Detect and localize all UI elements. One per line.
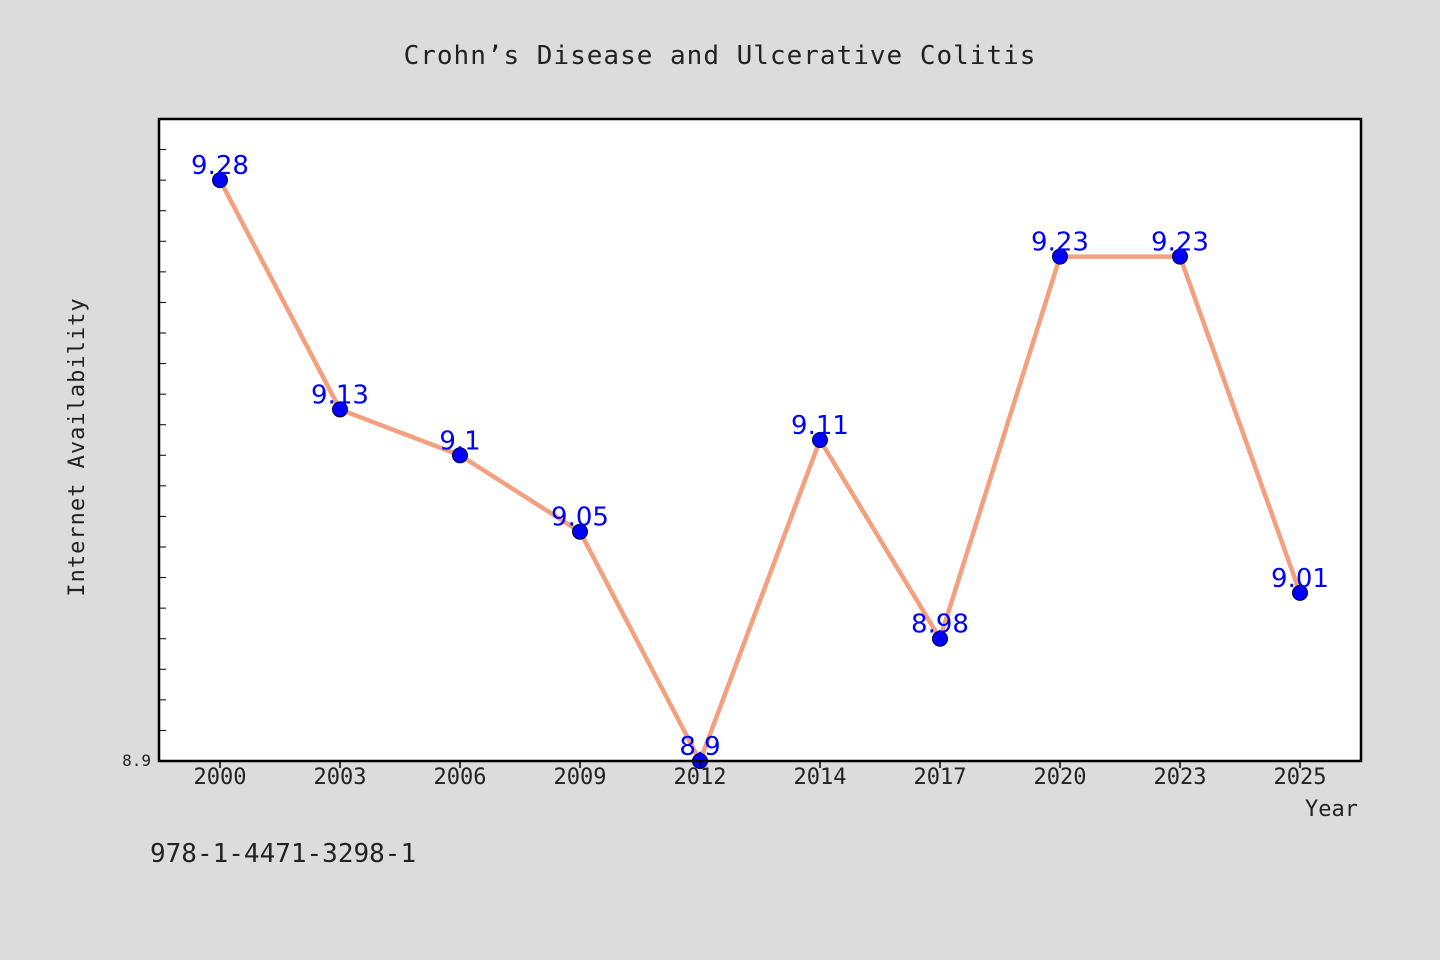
- data-point: [1172, 248, 1188, 265]
- x-axis-label: Year: [1305, 797, 1358, 822]
- x-tick-label: 2000: [194, 765, 247, 790]
- y-tick-labels: 8.9: [122, 751, 151, 770]
- x-tick-label: 2017: [914, 765, 967, 790]
- plot-frame: [157, 117, 1363, 763]
- data-label: 9.23: [1031, 228, 1089, 258]
- data-label: 9.23: [1151, 228, 1209, 258]
- x-tick-label: 2020: [1034, 765, 1087, 790]
- data-label: 9.05: [551, 503, 609, 533]
- data-label: 9.11: [791, 411, 849, 441]
- x-ticks: 2000 2003 2006 2009 2012 2014 2017 2020 2023 2025: [194, 761, 1327, 790]
- data-label: 9.28: [191, 151, 249, 181]
- footnote: 978-1-4471-3298-1: [150, 839, 416, 869]
- data-point: [332, 401, 348, 418]
- x-tick-label: 2009: [554, 765, 607, 790]
- data-point: [1052, 248, 1068, 265]
- x-tick-label: 2023: [1154, 765, 1207, 790]
- x-tick-label: 2003: [314, 765, 367, 790]
- data-point: [1292, 584, 1308, 601]
- data-point: [812, 432, 828, 448]
- series-line: [217, 177, 1303, 764]
- x-tick-label: 2025: [1274, 765, 1327, 790]
- data-label: 8.98: [911, 610, 969, 640]
- chart-title: Crohn’s Disease and Ulcerative Colitis: [404, 41, 1037, 71]
- data-label: 9.13: [311, 380, 369, 410]
- data-point: [452, 447, 468, 464]
- x-tick-label: 2012: [674, 765, 727, 790]
- data-label: 9.1: [439, 426, 480, 456]
- series-layer: 9.28 9.13 9.1 9.05 8.9 9.11 8.98 9.23 9.23 9.01: [191, 151, 1329, 769]
- data-point: [212, 172, 228, 189]
- x-tick-label: 2006: [434, 765, 487, 790]
- y-axis-label: Internet Availability: [65, 297, 90, 596]
- plot-area: [159, 119, 1361, 761]
- data-label: 8.9: [679, 732, 720, 762]
- x-tick-label: 2014: [794, 765, 847, 790]
- data-point: [572, 523, 588, 540]
- data-label: 9.01: [1271, 564, 1329, 594]
- y-tick-label: 8.9: [122, 751, 151, 770]
- data-point: [932, 630, 948, 647]
